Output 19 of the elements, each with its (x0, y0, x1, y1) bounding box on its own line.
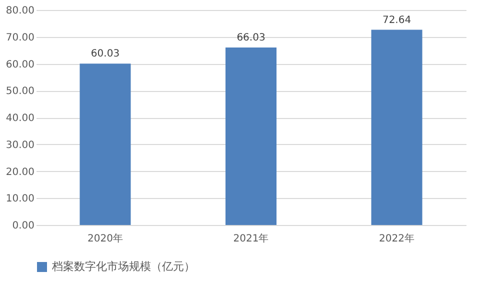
y-tick-label: 50.00 (6, 86, 34, 98)
y-tick-label: 20.00 (6, 166, 34, 178)
y-tick-label: 0.00 (12, 220, 34, 232)
data-label: 72.64 (382, 14, 412, 26)
legend-label: 档案数字化市场规模（亿元） (51, 260, 195, 273)
bar (80, 64, 131, 225)
y-tick-label: 70.00 (6, 32, 34, 44)
x-tick-label: 2020年 (88, 232, 123, 244)
y-tick-label: 10.00 (6, 194, 34, 205)
data-label: 66.03 (236, 32, 266, 44)
x-tick-label: 2021年 (233, 232, 269, 244)
bar (225, 48, 277, 225)
bar (371, 30, 422, 225)
data-label: 60.03 (90, 48, 120, 60)
y-tick-label: 30.00 (6, 140, 34, 151)
y-tick-label: 60.00 (6, 59, 34, 70)
y-tick-label: 40.00 (6, 113, 34, 124)
y-tick-label: 80.00 (6, 6, 34, 16)
x-tick-label: 2022年 (379, 232, 414, 244)
